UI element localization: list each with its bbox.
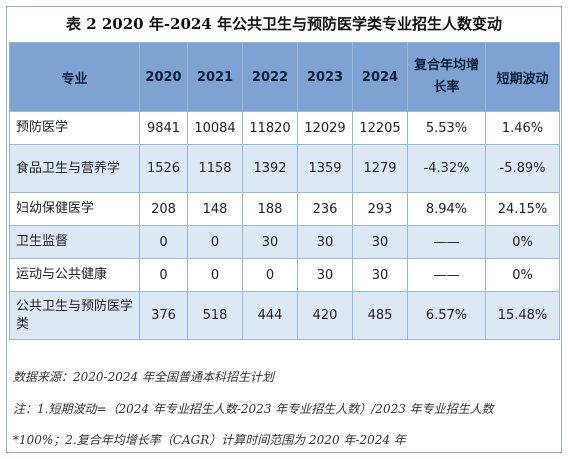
short-term-cell: 0% [485, 225, 560, 259]
value-cell: 30 [242, 225, 298, 259]
short-term-cell: 24.15% [485, 192, 560, 226]
header-2022: 2022 [242, 42, 298, 112]
value-cell: 208 [139, 192, 188, 226]
header-cagr: 复合年均增长率 [407, 42, 486, 112]
major-name: 卫生监督 [9, 225, 140, 259]
value-cell: 0 [139, 225, 188, 259]
value-cell: 1526 [139, 144, 188, 193]
value-cell: 0 [187, 258, 243, 292]
footnote-line-2: *100%；2.复合年均增长率（CAGR）计算时间范围为 2020 年-2024… [13, 433, 406, 447]
value-cell: 0 [139, 258, 188, 292]
value-cell: 1279 [352, 144, 408, 193]
cagr-cell: 8.94% [407, 192, 486, 226]
value-cell: 444 [242, 291, 298, 340]
value-cell: 12029 [297, 111, 353, 145]
major-name: 公共卫生与预防医学类 [9, 291, 140, 340]
cagr-cell: 5.53% [407, 111, 486, 145]
cagr-cell: -4.32% [407, 144, 486, 193]
major-name: 食品卫生与营养学 [9, 144, 140, 193]
table-figure: 表 2 2020 年-2024 年公共卫生与预防医学类专业招生人数变动 专业 2… [6, 6, 562, 453]
source-note: 数据来源：2020-2024 年全国普通本科招生计划 [13, 370, 274, 384]
enrollment-table: 专业 2020 2021 2022 2023 2024 复合年均增长率 短期波动… [9, 42, 560, 340]
cagr-cell: —— [407, 225, 486, 259]
value-cell: 30 [297, 225, 353, 259]
header-major: 专业 [9, 42, 140, 112]
table-title: 表 2 2020 年-2024 年公共卫生与预防医学类专业招生人数变动 [65, 15, 503, 33]
value-cell: 0 [242, 258, 298, 292]
table-row: 公共卫生与预防医学类 376 518 444 420 485 6.57% 15.… [9, 291, 560, 340]
value-cell: 1392 [242, 144, 298, 193]
table-row: 运动与公共健康 0 0 0 30 30 —— 0% [9, 258, 560, 292]
major-name: 运动与公共健康 [9, 258, 140, 292]
value-cell: 148 [187, 192, 243, 226]
header-2024: 2024 [352, 42, 408, 112]
short-term-cell: -5.89% [485, 144, 560, 193]
footnote-line-1: 注：1.短期波动=（2024 年专业招生人数-2023 年专业招生人数）/202… [13, 402, 494, 416]
header-2021: 2021 [187, 42, 243, 112]
header-short-term: 短期波动 [485, 42, 560, 112]
table-row: 食品卫生与营养学 1526 1158 1392 1359 1279 -4.32%… [9, 144, 560, 193]
value-cell: 12205 [352, 111, 408, 145]
table-row: 预防医学 9841 10084 11820 12029 12205 5.53% … [9, 111, 560, 145]
value-cell: 30 [352, 225, 408, 259]
value-cell: 9841 [139, 111, 188, 145]
short-term-cell: 1.46% [485, 111, 560, 145]
value-cell: 11820 [242, 111, 298, 145]
short-term-cell: 0% [485, 258, 560, 292]
short-term-cell: 15.48% [485, 291, 560, 340]
cagr-cell: 6.57% [407, 291, 486, 340]
value-cell: 293 [352, 192, 408, 226]
value-cell: 236 [297, 192, 353, 226]
value-cell: 420 [297, 291, 353, 340]
value-cell: 485 [352, 291, 408, 340]
value-cell: 518 [187, 291, 243, 340]
table-row: 卫生监督 0 0 30 30 30 —— 0% [9, 225, 560, 259]
value-cell: 0 [187, 225, 243, 259]
value-cell: 376 [139, 291, 188, 340]
value-cell: 30 [352, 258, 408, 292]
value-cell: 30 [297, 258, 353, 292]
table-row: 妇幼保健医学 208 148 188 236 293 8.94% 24.15% [9, 192, 560, 226]
value-cell: 1158 [187, 144, 243, 193]
major-name: 预防医学 [9, 111, 140, 145]
value-cell: 188 [242, 192, 298, 226]
header-2020: 2020 [139, 42, 188, 112]
value-cell: 1359 [297, 144, 353, 193]
major-name: 妇幼保健医学 [9, 192, 140, 226]
cagr-cell: —— [407, 258, 486, 292]
value-cell: 10084 [187, 111, 243, 145]
header-row: 专业 2020 2021 2022 2023 2024 复合年均增长率 短期波动 [9, 42, 560, 112]
header-2023: 2023 [297, 42, 353, 112]
